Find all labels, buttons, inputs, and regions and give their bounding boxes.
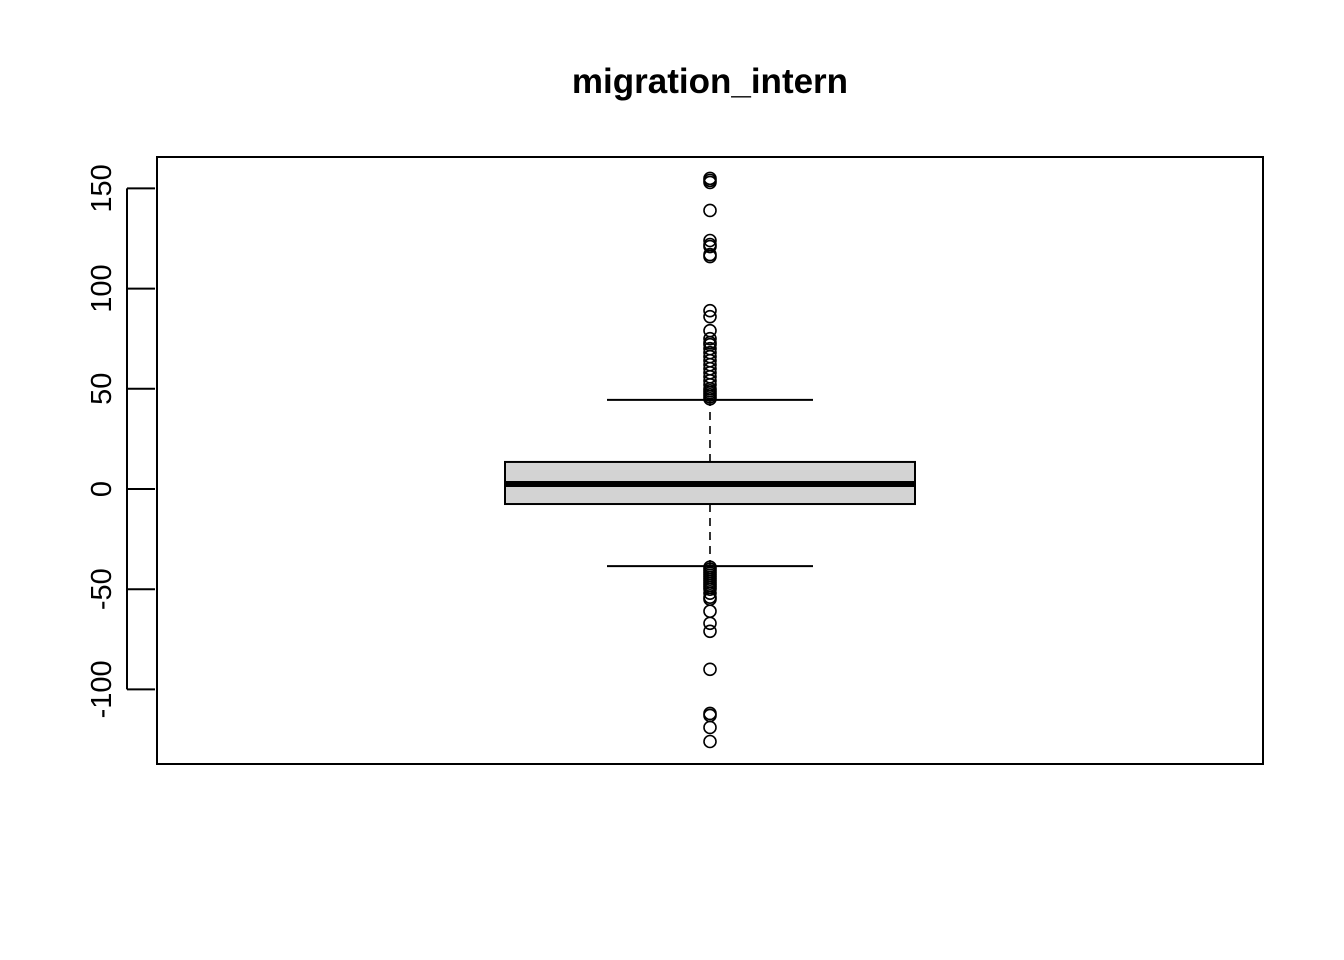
y-tick-label: 50 xyxy=(86,373,118,405)
y-tick-label: 150 xyxy=(86,164,118,212)
y-tick-label: 0 xyxy=(86,481,118,497)
outlier-point xyxy=(703,175,717,190)
outlier-point xyxy=(703,239,717,254)
y-tick-label: -100 xyxy=(86,660,118,718)
outlier-point xyxy=(703,662,717,677)
y-axis: -100 -50 0 50 100 150 xyxy=(86,164,155,718)
outlier-point xyxy=(703,303,717,318)
outlier-point xyxy=(703,624,717,639)
plot-area xyxy=(504,171,916,749)
outlier-point xyxy=(703,233,717,248)
y-tick-label: 100 xyxy=(86,264,118,312)
outlier-point xyxy=(703,392,717,406)
chart-title: migration_intern xyxy=(572,62,848,101)
outlier-point xyxy=(703,309,717,324)
plot-frame xyxy=(156,156,1264,765)
outlier-point xyxy=(703,203,717,218)
outlier-point xyxy=(703,582,717,597)
outlier-point xyxy=(703,586,717,601)
outlier-point xyxy=(703,331,717,346)
outlier-point xyxy=(703,249,717,264)
outlier-point xyxy=(703,616,717,631)
outlier-point xyxy=(703,720,717,735)
y-tick-label: -50 xyxy=(86,568,118,610)
outlier-point xyxy=(703,604,717,619)
outlier-point xyxy=(703,734,717,749)
